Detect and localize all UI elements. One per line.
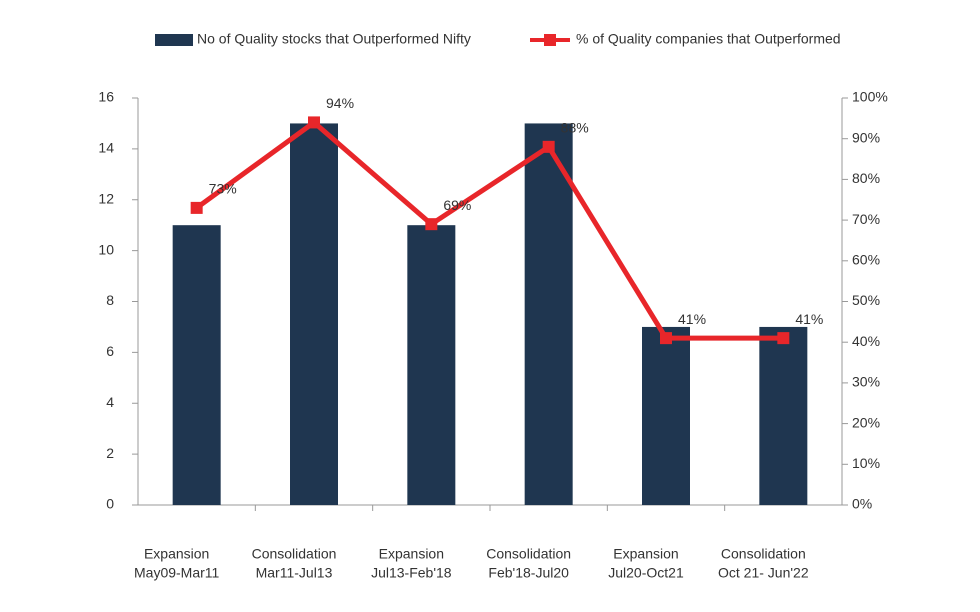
bar (290, 123, 338, 505)
y-tick-label: 4 (106, 394, 114, 410)
x-tick-label: Oct 21- Jun'22 (718, 565, 809, 581)
line-marker (660, 332, 672, 345)
line-marker (542, 140, 555, 153)
line-marker (190, 201, 203, 214)
x-tick-label: Consolidation (486, 546, 571, 562)
y2-tick-label: 80% (852, 170, 880, 186)
x-tick-label: May09-Mar11 (134, 565, 220, 581)
y2-tick-label: 20% (852, 414, 880, 430)
y-tick-label: 6 (106, 343, 114, 359)
x-tick-label: Mar11-Jul13 (256, 565, 333, 581)
line-marker (777, 332, 790, 345)
legend-swatch (544, 34, 556, 46)
y2-tick-label: 40% (852, 333, 880, 349)
x-tick-label: Expansion (379, 546, 444, 562)
y-tick-label: 2 (106, 445, 114, 461)
data-label: 94% (326, 95, 354, 111)
legend-swatch (155, 34, 193, 46)
bar (759, 326, 808, 505)
line (195, 119, 784, 341)
y2-tick-label: 50% (852, 292, 880, 308)
x-tick-label: Jul13-Feb'18 (371, 565, 452, 581)
bar (172, 225, 221, 505)
bar (524, 123, 573, 505)
y2-tick-label: 60% (852, 252, 880, 268)
y2-tick-label: 0% (852, 496, 872, 512)
line-marker (308, 116, 320, 129)
data-label: 73% (209, 181, 237, 197)
y-tick-label: 0 (106, 496, 114, 512)
legend-label: % of Quality companies that Outperformed (576, 31, 841, 47)
legend-label: No of Quality stocks that Outperformed N… (197, 31, 471, 47)
data-label: 41% (678, 311, 706, 327)
y-tick-label: 10 (98, 241, 114, 257)
data-label: 41% (795, 311, 823, 327)
y-tick-label: 16 (98, 89, 114, 105)
y2-tick-label: 90% (852, 129, 880, 145)
x-tick-label: Expansion (613, 546, 678, 562)
y2-tick-label: 30% (852, 374, 880, 390)
x-tick-label: Jul20-Oct21 (608, 565, 684, 581)
y-tick-label: 14 (98, 140, 114, 156)
y2-tick-label: 70% (852, 211, 880, 227)
y2-tick-label: 10% (852, 455, 880, 471)
y2-tick-label: 100% (852, 89, 888, 105)
data-label: 69% (443, 197, 471, 213)
x-tick-label: Consolidation (721, 546, 806, 562)
line-marker (425, 218, 438, 231)
data-label: 88% (561, 120, 589, 136)
x-tick-label: Feb'18-Jul20 (488, 565, 569, 581)
x-tick-label: Consolidation (252, 546, 337, 562)
y-tick-label: 12 (98, 190, 114, 206)
y-tick-label: 8 (106, 292, 114, 308)
x-tick-label: Expansion (144, 546, 209, 562)
bar (642, 326, 690, 505)
bar (407, 225, 456, 505)
